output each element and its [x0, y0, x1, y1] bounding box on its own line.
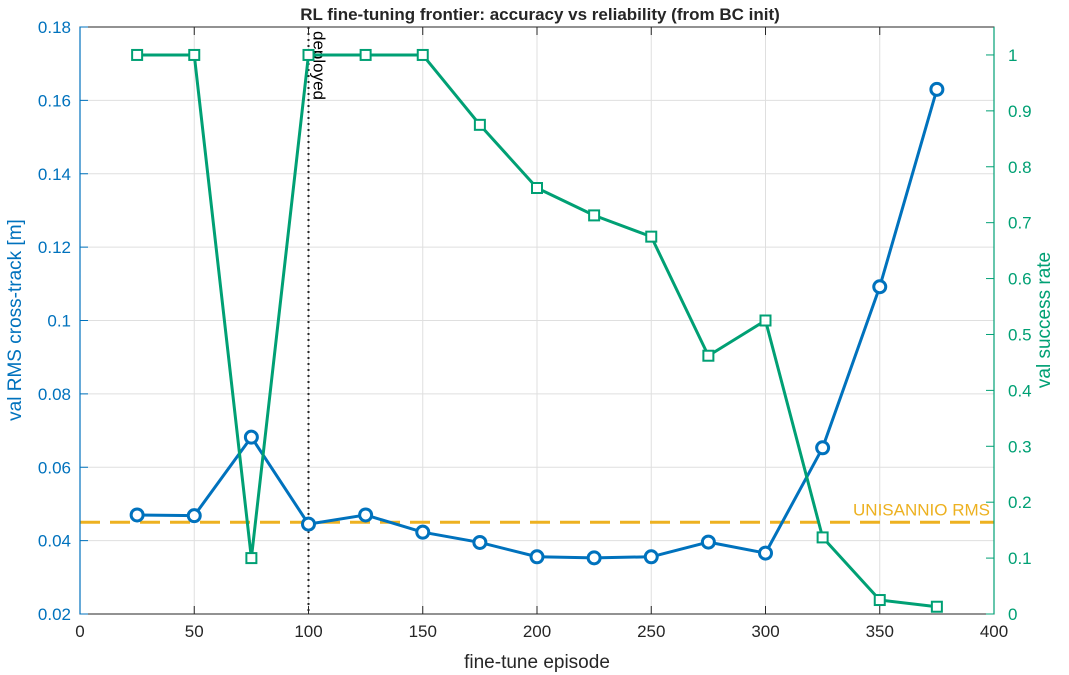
y-right-tick-label: 0.8 [1008, 158, 1032, 177]
x-tick-label: 400 [980, 622, 1008, 641]
reference-label-rms: UNISANNIO RMS [853, 500, 990, 519]
y-left-tick-label: 0.12 [38, 238, 71, 257]
y-right-tick-label: 0.7 [1008, 214, 1032, 233]
point-success [359, 48, 372, 61]
x-tick-label: 200 [523, 622, 551, 641]
y-left-tick-label: 0.08 [38, 385, 71, 404]
y-right-tick-label: 0.5 [1008, 325, 1032, 344]
point-success [588, 209, 601, 222]
point-success [188, 48, 201, 61]
point-rms [415, 524, 431, 540]
y-right-tick-label: 0.6 [1008, 270, 1032, 289]
x-tick-label: 300 [751, 622, 779, 641]
y-left-tick-label: 0.14 [38, 165, 71, 184]
y-right-tick-label: 1 [1008, 46, 1017, 65]
point-success [645, 230, 658, 243]
y-right-tick-label: 0.3 [1008, 437, 1032, 456]
axes: 0 50 100 150 200 250 300 350 400 0.02 0.04 0.06 0.08… [38, 18, 1032, 641]
point-rms [186, 508, 202, 524]
y-left-tick-label: 0.16 [38, 91, 71, 110]
point-success [816, 531, 829, 544]
y-right-tick-label: 0.4 [1008, 381, 1032, 400]
chart-title: RL fine-tuning frontier: accuracy vs rel… [300, 5, 780, 24]
point-rms [872, 279, 888, 295]
x-tick-label: 350 [866, 622, 894, 641]
point-success [759, 314, 772, 327]
x-axis-label: fine-tune episode [464, 652, 610, 673]
y-left-tick-label: 0.1 [47, 312, 71, 331]
point-rms [529, 549, 545, 565]
y-left-tick-label: 0.18 [38, 18, 71, 37]
y-left-tick-label: 0.04 [38, 532, 71, 551]
y-left-tick-label: 0.06 [38, 458, 71, 477]
point-success [416, 48, 429, 61]
point-success [473, 118, 486, 131]
x-tick-label: 50 [185, 622, 204, 641]
y-left-tick-label: 0.02 [38, 605, 71, 624]
point-rms [929, 81, 945, 97]
y-axis-right-label: val success rate [1034, 252, 1055, 388]
point-success [930, 600, 943, 613]
x-tick-label: 250 [637, 622, 665, 641]
point-rms [700, 534, 716, 550]
point-success [245, 552, 258, 565]
y-axis-left-label: val RMS cross-track [m] [5, 219, 26, 421]
point-rms [129, 507, 145, 523]
y-right-tick-label: 0.1 [1008, 549, 1032, 568]
point-rms [758, 545, 773, 561]
point-success [131, 48, 144, 61]
point-success [302, 48, 315, 61]
point-success [702, 349, 715, 362]
point-rms [472, 534, 488, 550]
y-right-tick-label: 0.2 [1008, 493, 1032, 512]
reference-label-deployed: deployed [310, 31, 329, 100]
point-rms [301, 516, 316, 532]
point-success [873, 594, 886, 607]
reference-lines: UNISANNIO RMS deployed [80, 27, 994, 614]
point-rms [586, 550, 602, 566]
point-rms [815, 440, 831, 456]
series-layer [129, 48, 945, 613]
point-rms [643, 549, 659, 565]
point-success [531, 182, 543, 195]
point-rms [358, 507, 374, 523]
point-rms [243, 429, 259, 445]
x-tick-label: 0 [75, 622, 84, 641]
x-tick-label: 100 [294, 622, 322, 641]
x-tick-label: 150 [409, 622, 437, 641]
grid [80, 27, 994, 614]
y-right-tick-label: 0.9 [1008, 102, 1032, 121]
y-right-tick-label: 0 [1008, 605, 1017, 624]
